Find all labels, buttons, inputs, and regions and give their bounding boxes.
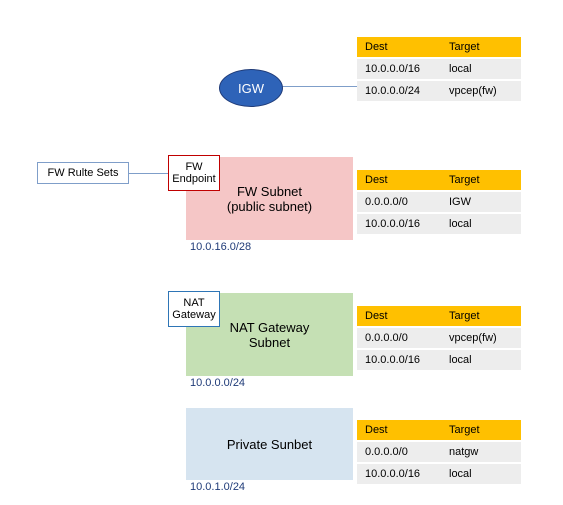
rt-header-target: Target <box>441 37 521 58</box>
private-subnet-label: Private Sunbet <box>227 437 312 452</box>
rt-header-target: Target <box>441 170 521 191</box>
fw-rule-sets: FW Rulte Sets <box>37 162 129 184</box>
fw-endpoint: FW Endpoint <box>168 155 220 191</box>
nat-gateway-label-1: NAT <box>172 297 215 309</box>
nat-subnet-label-2: Subnet <box>230 335 310 350</box>
rt-cell: local <box>441 58 521 80</box>
connector-rules-endpoint <box>129 173 169 174</box>
fw-rule-sets-label: FW Rulte Sets <box>48 167 119 179</box>
rt-cell: 10.0.0.0/16 <box>357 58 441 80</box>
rt-cell: 10.0.0.0/16 <box>357 213 441 235</box>
rt-cell: IGW <box>441 191 521 213</box>
rt-cell: vpcep(fw) <box>441 80 521 102</box>
nat-gateway-label-2: Gateway <box>172 309 215 321</box>
fw-subnet-label-1: FW Subnet <box>227 184 312 199</box>
connector-igw-table <box>280 86 360 87</box>
private-subnet: Private Sunbet <box>186 408 353 480</box>
rt-cell: vpcep(fw) <box>441 327 521 349</box>
nat-subnet-cidr: 10.0.0.0/24 <box>190 377 245 389</box>
fw-endpoint-label-2: Endpoint <box>172 173 215 185</box>
rt-header-dest: Dest <box>357 170 441 191</box>
igw-label: IGW <box>238 81 264 96</box>
nat-gateway: NAT Gateway <box>168 291 220 327</box>
rt-cell: 0.0.0.0/0 <box>357 191 441 213</box>
fw-endpoint-label-1: FW <box>172 161 215 173</box>
route-table-private: Dest Target 0.0.0.0/0 natgw 10.0.0.0/16 … <box>357 420 521 486</box>
rt-header-target: Target <box>441 420 521 441</box>
rt-cell: natgw <box>441 441 521 463</box>
rt-header-target: Target <box>441 306 521 327</box>
nat-subnet-label-1: NAT Gateway <box>230 320 310 335</box>
rt-cell: 10.0.0.0/16 <box>357 349 441 371</box>
route-table-nat: Dest Target 0.0.0.0/0 vpcep(fw) 10.0.0.0… <box>357 306 521 372</box>
igw-node: IGW <box>219 69 283 107</box>
rt-cell: local <box>441 349 521 371</box>
rt-header-dest: Dest <box>357 306 441 327</box>
rt-cell: 10.0.0.0/24 <box>357 80 441 102</box>
rt-cell: local <box>441 213 521 235</box>
rt-header-dest: Dest <box>357 37 441 58</box>
fw-subnet-label-2: (public subnet) <box>227 199 312 214</box>
private-subnet-cidr: 10.0.1.0/24 <box>190 481 245 493</box>
rt-cell: local <box>441 463 521 485</box>
fw-subnet-cidr: 10.0.16.0/28 <box>190 241 251 253</box>
rt-cell: 0.0.0.0/0 <box>357 327 441 349</box>
rt-header-dest: Dest <box>357 420 441 441</box>
route-table-fw: Dest Target 0.0.0.0/0 IGW 10.0.0.0/16 lo… <box>357 170 521 236</box>
route-table-igw: Dest Target 10.0.0.0/16 local 10.0.0.0/2… <box>357 37 521 103</box>
rt-cell: 10.0.0.0/16 <box>357 463 441 485</box>
rt-cell: 0.0.0.0/0 <box>357 441 441 463</box>
